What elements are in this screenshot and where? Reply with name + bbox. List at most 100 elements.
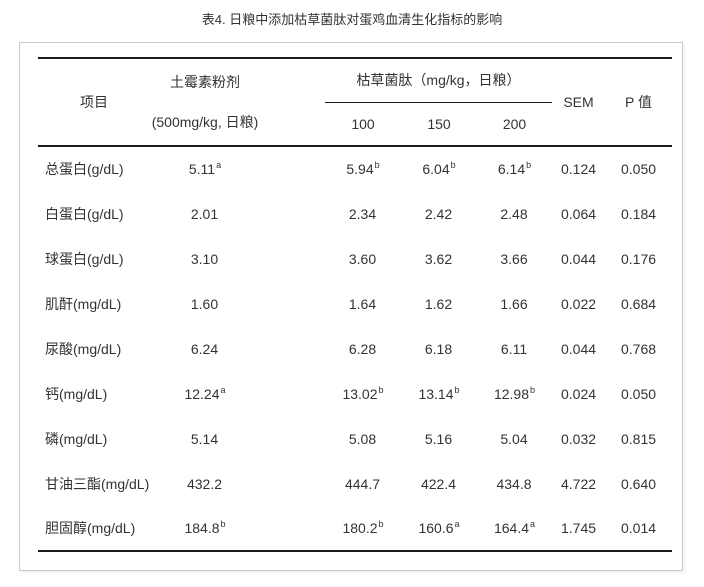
cell-dose-200: 1.66 xyxy=(477,281,552,326)
cell-superscript: b xyxy=(374,160,380,171)
table-row: 尿酸(mg/dL) 6.24 6.28 6.18 6.11 0.044 0.76… xyxy=(38,326,672,371)
cell-value: 1.60 xyxy=(190,295,219,312)
data-table: 项目 土霉素粉剂 (500mg/kg, 日粮) 枯草菌肽（mg/kg，日粮） S… xyxy=(38,57,673,552)
table-header: 项目 土霉素粉剂 (500mg/kg, 日粮) 枯草菌肽（mg/kg，日粮） S… xyxy=(38,58,672,146)
cell-dose-200: 2.48 xyxy=(477,191,552,236)
cell-p-value: 0.768 xyxy=(620,340,657,357)
cell-p-value: 0.050 xyxy=(605,145,673,191)
cell-value: 5.08 xyxy=(348,430,377,447)
cell-dose-100: 13.02b xyxy=(325,371,401,416)
cell-p-value: 0.176 xyxy=(620,250,657,267)
cell-otc: 5.14 xyxy=(150,416,260,461)
cell-value: 5.04 xyxy=(500,430,528,447)
cell-value: 6.11 xyxy=(500,340,528,357)
cell-value: 6.14 xyxy=(497,161,526,177)
spacer-cell xyxy=(260,371,325,416)
cell-p-value: 0.684 xyxy=(620,295,657,312)
cell-dose-150: 1.62 xyxy=(401,281,477,326)
spacer-cell xyxy=(260,145,325,191)
cell-otc: 1.60 xyxy=(150,281,260,326)
header-row-2: 100 150 200 xyxy=(38,102,672,146)
table-row: 总蛋白(g/dL) 5.11a 5.94b 6.04b 6.14b 0.124 … xyxy=(38,145,673,191)
row-label: 胆固醇(mg/dL) xyxy=(45,520,136,536)
cell-value: 3.66 xyxy=(500,250,528,267)
cell-superscript: b xyxy=(378,384,384,395)
cell-otc: 12.24a xyxy=(150,371,260,416)
header-sem: SEM xyxy=(563,94,594,110)
cell-superscript: a xyxy=(220,384,226,395)
cell-p-value: 0.014 xyxy=(620,520,657,536)
cell-superscript: a xyxy=(216,160,222,171)
cell-value: 432.2 xyxy=(186,475,223,492)
cell-sem: 0.044 xyxy=(560,250,597,267)
spacer-cell xyxy=(260,236,325,281)
cell-dose-100: 6.28 xyxy=(325,326,401,371)
table-body: 总蛋白(g/dL) 5.11a 5.94b 6.04b 6.14b 0.124 … xyxy=(38,145,673,551)
cell-value: 1.66 xyxy=(500,295,528,312)
header-oxytetracycline-name: 土霉素粉剂 xyxy=(170,74,240,90)
cell-value: 5.11 xyxy=(188,161,216,177)
table-row: 磷(mg/dL) 5.14 5.08 5.16 5.04 0.032 0.815 xyxy=(38,416,672,461)
cell-otc: 6.24 xyxy=(150,326,260,371)
cell-p-value: 0.050 xyxy=(620,385,657,402)
cell-dose-100: 444.7 xyxy=(325,461,401,506)
cell-dose-150: 2.42 xyxy=(401,191,477,236)
cell-sem: 0.032 xyxy=(560,430,597,447)
cell-sem: 0.044 xyxy=(560,340,597,357)
cell-value: 1.64 xyxy=(348,295,377,312)
cell-value: 6.18 xyxy=(424,340,453,357)
header-dose-150: 150 xyxy=(427,115,451,132)
cell-otc: 432.2 xyxy=(150,461,260,506)
table-card: 项目 土霉素粉剂 (500mg/kg, 日粮) 枯草菌肽（mg/kg，日粮） S… xyxy=(19,42,683,571)
header-oxytetracycline: 土霉素粉剂 (500mg/kg, 日粮) xyxy=(150,58,260,146)
table-row: 肌酐(mg/dL) 1.60 1.64 1.62 1.66 0.022 0.68… xyxy=(38,281,672,326)
cell-dose-150: 422.4 xyxy=(401,461,477,506)
cell-p-value: 0.815 xyxy=(620,430,657,447)
table-row: 球蛋白(g/dL) 3.10 3.60 3.62 3.66 0.044 0.17… xyxy=(38,236,672,281)
cell-value: 2.42 xyxy=(424,205,453,222)
cell-value: 180.2 xyxy=(342,520,378,536)
cell-dose-150: 3.62 xyxy=(401,236,477,281)
cell-value: 3.62 xyxy=(424,250,453,267)
cell-value: 160.6 xyxy=(418,520,454,536)
cell-dose-100: 3.60 xyxy=(325,236,401,281)
header-peptide-group: 枯草菌肽（mg/kg，日粮） xyxy=(325,58,553,103)
header-row-1: 项目 土霉素粉剂 (500mg/kg, 日粮) 枯草菌肽（mg/kg，日粮） S… xyxy=(38,58,672,130)
cell-value: 5.16 xyxy=(424,430,453,447)
cell-otc: 3.10 xyxy=(150,236,260,281)
cell-dose-200: 12.98b xyxy=(477,371,552,416)
cell-p-value: 0.640 xyxy=(620,475,657,492)
cell-dose-200: 434.8 xyxy=(477,461,552,506)
cell-value: 2.48 xyxy=(500,205,528,222)
cell-superscript: b xyxy=(526,160,532,171)
cell-dose-150: 160.6a xyxy=(401,506,477,551)
header-dose-100: 100 xyxy=(351,115,375,132)
cell-value: 164.4 xyxy=(493,520,530,536)
cell-superscript: b xyxy=(220,519,226,530)
cell-superscript: b xyxy=(450,160,456,171)
cell-value: 422.4 xyxy=(420,475,457,492)
cell-sem: 0.124 xyxy=(552,145,606,191)
table-row: 钙(mg/dL) 12.24a 13.02b 13.14b 12.98b 0.0… xyxy=(38,371,672,416)
cell-sem: 1.745 xyxy=(560,520,597,536)
cell-dose-150: 6.18 xyxy=(401,326,477,371)
spacer-cell xyxy=(260,326,325,371)
row-label: 球蛋白(g/dL) xyxy=(45,250,124,267)
cell-value: 6.04 xyxy=(422,161,450,177)
cell-dose-200: 3.66 xyxy=(477,236,552,281)
cell-value: 444.7 xyxy=(344,475,381,492)
row-label: 甘油三酯(mg/dL) xyxy=(45,475,150,492)
cell-sem: 0.064 xyxy=(560,205,597,222)
table-row: 胆固醇(mg/dL) 184.8b 180.2b 160.6a 164.4a 1… xyxy=(38,506,672,551)
cell-value: 434.8 xyxy=(496,475,532,492)
cell-dose-100: 1.64 xyxy=(325,281,401,326)
table-row: 甘油三酯(mg/dL) 432.2 444.7 422.4 434.8 4.72… xyxy=(38,461,672,506)
cell-value: 12.98 xyxy=(493,385,530,402)
table-title: 表4. 日粮中添加枯草菌肽对蛋鸡血清生化指标的影响 xyxy=(201,12,503,27)
cell-value: 12.24 xyxy=(184,385,220,402)
cell-superscript: b xyxy=(530,384,536,395)
cell-dose-200: 6.14b xyxy=(477,145,553,191)
cell-superscript: b xyxy=(454,384,460,395)
header-p-value: P 值 xyxy=(625,94,652,110)
cell-otc: 2.01 xyxy=(150,191,260,236)
